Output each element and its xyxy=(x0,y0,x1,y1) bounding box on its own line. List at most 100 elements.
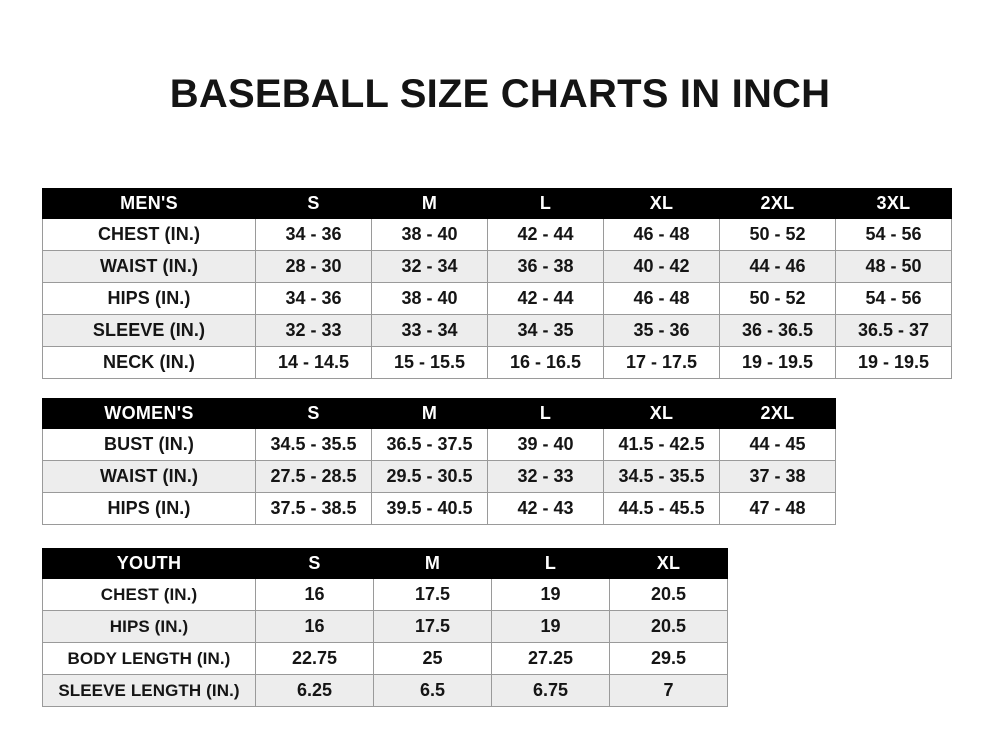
cell: 42 - 44 xyxy=(487,218,604,251)
cell: 36 - 38 xyxy=(487,250,604,283)
column-header-l: L xyxy=(487,188,604,219)
cell: 38 - 40 xyxy=(371,282,488,315)
cell: 6.5 xyxy=(373,674,492,707)
table-row: WAIST (IN.) 28 - 30 32 - 34 36 - 38 40 -… xyxy=(42,250,952,283)
cell: 20.5 xyxy=(609,610,728,643)
cell: 32 - 33 xyxy=(255,314,372,347)
cell: 20.5 xyxy=(609,578,728,611)
column-header-s: S xyxy=(255,548,374,579)
row-label: WAIST (IN.) xyxy=(42,460,256,493)
table-row: BUST (IN.) 34.5 - 35.5 36.5 - 37.5 39 - … xyxy=(42,428,836,461)
cell: 29.5 - 30.5 xyxy=(371,460,488,493)
cell: 54 - 56 xyxy=(835,282,952,315)
row-label: BUST (IN.) xyxy=(42,428,256,461)
cell: 19 - 19.5 xyxy=(719,346,836,379)
cell: 36 - 36.5 xyxy=(719,314,836,347)
womens-size-table: WOMEN'S S M L XL 2XL BUST (IN.) 34.5 - 3… xyxy=(42,398,836,525)
table-row: SLEEVE LENGTH (IN.) 6.25 6.5 6.75 7 xyxy=(42,674,728,707)
cell: 32 - 34 xyxy=(371,250,488,283)
cell: 38 - 40 xyxy=(371,218,488,251)
cell: 19 xyxy=(491,578,610,611)
row-label: BODY LENGTH (IN.) xyxy=(42,642,256,675)
table-row: CHEST (IN.) 16 17.5 19 20.5 xyxy=(42,578,728,611)
mens-size-table: MEN'S S M L XL 2XL 3XL CHEST (IN.) 34 - … xyxy=(42,188,952,379)
column-header-s: S xyxy=(255,188,372,219)
table-row: WAIST (IN.) 27.5 - 28.5 29.5 - 30.5 32 -… xyxy=(42,460,836,493)
cell: 34.5 - 35.5 xyxy=(603,460,720,493)
cell: 35 - 36 xyxy=(603,314,720,347)
cell: 17.5 xyxy=(373,578,492,611)
table-header-row: WOMEN'S S M L XL 2XL xyxy=(42,398,836,429)
cell: 33 - 34 xyxy=(371,314,488,347)
cell: 46 - 48 xyxy=(603,282,720,315)
cell: 14 - 14.5 xyxy=(255,346,372,379)
cell: 6.75 xyxy=(491,674,610,707)
column-header-2xl: 2XL xyxy=(719,398,836,429)
cell: 19 - 19.5 xyxy=(835,346,952,379)
column-header-l: L xyxy=(491,548,610,579)
cell: 36.5 - 37.5 xyxy=(371,428,488,461)
row-label: CHEST (IN.) xyxy=(42,578,256,611)
cell: 50 - 52 xyxy=(719,218,836,251)
cell: 6.25 xyxy=(255,674,374,707)
row-label: SLEEVE (IN.) xyxy=(42,314,256,347)
cell: 22.75 xyxy=(255,642,374,675)
column-header-2xl: 2XL xyxy=(719,188,836,219)
column-header-xl: XL xyxy=(609,548,728,579)
cell: 25 xyxy=(373,642,492,675)
column-header-l: L xyxy=(487,398,604,429)
cell: 27.25 xyxy=(491,642,610,675)
cell: 34 - 35 xyxy=(487,314,604,347)
cell: 15 - 15.5 xyxy=(371,346,488,379)
row-label: CHEST (IN.) xyxy=(42,218,256,251)
cell: 42 - 43 xyxy=(487,492,604,525)
table-row: HIPS (IN.) 37.5 - 38.5 39.5 - 40.5 42 - … xyxy=(42,492,836,525)
cell: 42 - 44 xyxy=(487,282,604,315)
cell: 44 - 46 xyxy=(719,250,836,283)
cell: 54 - 56 xyxy=(835,218,952,251)
cell: 39.5 - 40.5 xyxy=(371,492,488,525)
cell: 44.5 - 45.5 xyxy=(603,492,720,525)
column-header-xl: XL xyxy=(603,188,720,219)
row-label: NECK (IN.) xyxy=(42,346,256,379)
column-header-category: YOUTH xyxy=(42,548,256,579)
cell: 36.5 - 37 xyxy=(835,314,952,347)
table-row: HIPS (IN.) 34 - 36 38 - 40 42 - 44 46 - … xyxy=(42,282,952,315)
cell: 34 - 36 xyxy=(255,218,372,251)
cell: 19 xyxy=(491,610,610,643)
cell: 16 xyxy=(255,578,374,611)
row-label: HIPS (IN.) xyxy=(42,492,256,525)
column-header-category: WOMEN'S xyxy=(42,398,256,429)
cell: 16 - 16.5 xyxy=(487,346,604,379)
cell: 37 - 38 xyxy=(719,460,836,493)
cell: 16 xyxy=(255,610,374,643)
cell: 44 - 45 xyxy=(719,428,836,461)
column-header-m: M xyxy=(373,548,492,579)
table-row: SLEEVE (IN.) 32 - 33 33 - 34 34 - 35 35 … xyxy=(42,314,952,347)
cell: 39 - 40 xyxy=(487,428,604,461)
cell: 32 - 33 xyxy=(487,460,604,493)
cell: 17.5 xyxy=(373,610,492,643)
cell: 41.5 - 42.5 xyxy=(603,428,720,461)
row-label: WAIST (IN.) xyxy=(42,250,256,283)
cell: 29.5 xyxy=(609,642,728,675)
cell: 17 - 17.5 xyxy=(603,346,720,379)
cell: 46 - 48 xyxy=(603,218,720,251)
cell: 34 - 36 xyxy=(255,282,372,315)
row-label: HIPS (IN.) xyxy=(42,610,256,643)
cell: 7 xyxy=(609,674,728,707)
cell: 40 - 42 xyxy=(603,250,720,283)
column-header-category: MEN'S xyxy=(42,188,256,219)
table-row: HIPS (IN.) 16 17.5 19 20.5 xyxy=(42,610,728,643)
column-header-xl: XL xyxy=(603,398,720,429)
row-label: SLEEVE LENGTH (IN.) xyxy=(42,674,256,707)
column-header-3xl: 3XL xyxy=(835,188,952,219)
cell: 28 - 30 xyxy=(255,250,372,283)
cell: 48 - 50 xyxy=(835,250,952,283)
table-row: NECK (IN.) 14 - 14.5 15 - 15.5 16 - 16.5… xyxy=(42,346,952,379)
cell: 47 - 48 xyxy=(719,492,836,525)
table-row: BODY LENGTH (IN.) 22.75 25 27.25 29.5 xyxy=(42,642,728,675)
column-header-m: M xyxy=(371,398,488,429)
row-label: HIPS (IN.) xyxy=(42,282,256,315)
